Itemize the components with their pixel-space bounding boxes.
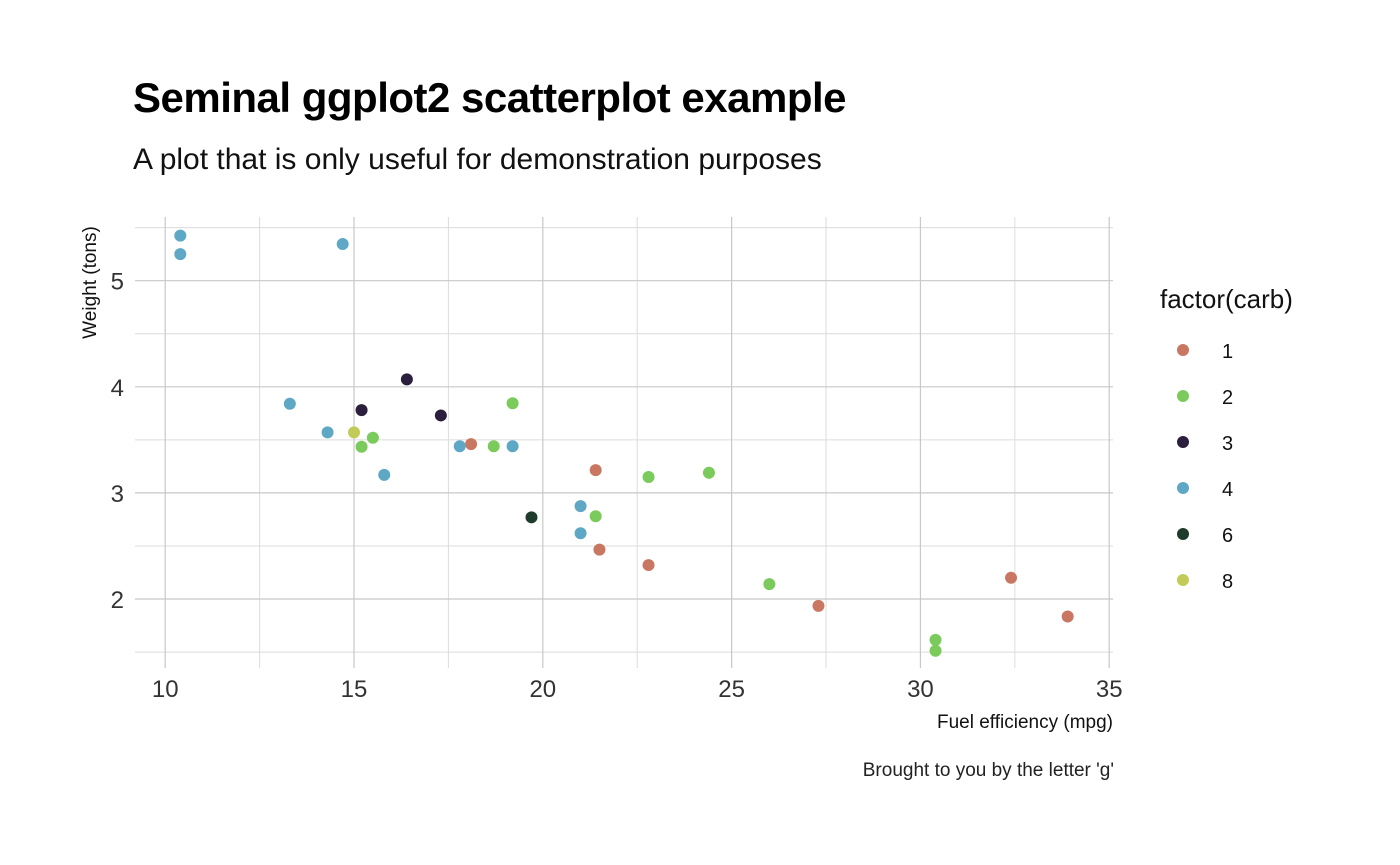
y-tick-label: 5	[111, 269, 124, 296]
legend-key	[1177, 436, 1189, 448]
data-point	[283, 397, 296, 410]
data-point	[174, 229, 187, 242]
x-tick-label: 15	[341, 676, 368, 703]
legend-label: 2	[1222, 387, 1233, 409]
data-point	[574, 500, 587, 513]
y-axis-title: Weight (tons)	[80, 226, 101, 339]
data-point	[929, 644, 942, 657]
data-point	[434, 409, 447, 422]
chart-title: Seminal ggplot2 scatterplot example	[133, 74, 847, 121]
legend-key	[1177, 482, 1189, 494]
data-point	[487, 440, 500, 453]
data-points	[174, 229, 1074, 657]
y-tick-label: 4	[111, 375, 124, 402]
data-point	[321, 426, 334, 439]
data-point	[589, 464, 602, 477]
data-point	[574, 527, 587, 540]
legend-key	[1177, 574, 1189, 586]
legend-label: 6	[1222, 525, 1233, 547]
legend-items: 1 2 3 4 6 8	[1177, 341, 1233, 593]
tick-labels: 10 15 20 25 30 35 2 3 4 5	[111, 269, 1123, 703]
data-point	[929, 633, 942, 646]
x-tick-label: 30	[907, 676, 934, 703]
data-point	[506, 440, 519, 453]
x-axis-title: Fuel efficiency (mpg)	[937, 712, 1113, 733]
legend-title: factor(carb)	[1160, 284, 1293, 314]
data-point	[378, 468, 391, 481]
y-tick-label: 3	[111, 481, 124, 508]
major-gridlines	[135, 217, 1113, 668]
data-point	[589, 510, 602, 523]
data-point	[336, 238, 349, 251]
data-point	[812, 599, 825, 612]
data-point	[453, 440, 466, 453]
legend-key	[1177, 344, 1189, 356]
data-point	[400, 373, 413, 386]
data-point	[763, 578, 776, 591]
x-tick-label: 35	[1096, 676, 1123, 703]
legend-label: 4	[1222, 479, 1233, 501]
minor-gridlines	[135, 217, 1113, 668]
chart-caption: Brought to you by the letter 'g'	[862, 760, 1114, 781]
data-point	[593, 543, 606, 556]
data-point	[525, 511, 538, 524]
data-point	[702, 466, 715, 479]
data-point	[642, 559, 655, 572]
data-point	[348, 426, 361, 439]
legend: factor(carb) 1 2 3 4 6 8	[1160, 284, 1293, 593]
data-point	[1005, 571, 1018, 584]
legend-label: 1	[1222, 341, 1233, 363]
legend-label: 8	[1222, 571, 1233, 593]
data-point	[174, 248, 187, 261]
chart-subtitle: A plot that is only useful for demonstra…	[133, 143, 822, 176]
legend-key	[1177, 528, 1189, 540]
x-tick-label: 10	[152, 676, 179, 703]
data-point	[355, 404, 368, 417]
data-point	[366, 431, 379, 444]
data-point	[642, 470, 655, 483]
x-tick-label: 25	[718, 676, 745, 703]
data-point	[355, 440, 368, 453]
x-tick-label: 20	[529, 676, 556, 703]
data-point	[465, 438, 478, 451]
data-point	[1061, 610, 1074, 623]
legend-label: 3	[1222, 433, 1233, 455]
legend-key	[1177, 390, 1189, 402]
y-tick-label: 2	[111, 587, 124, 614]
data-point	[506, 397, 519, 410]
